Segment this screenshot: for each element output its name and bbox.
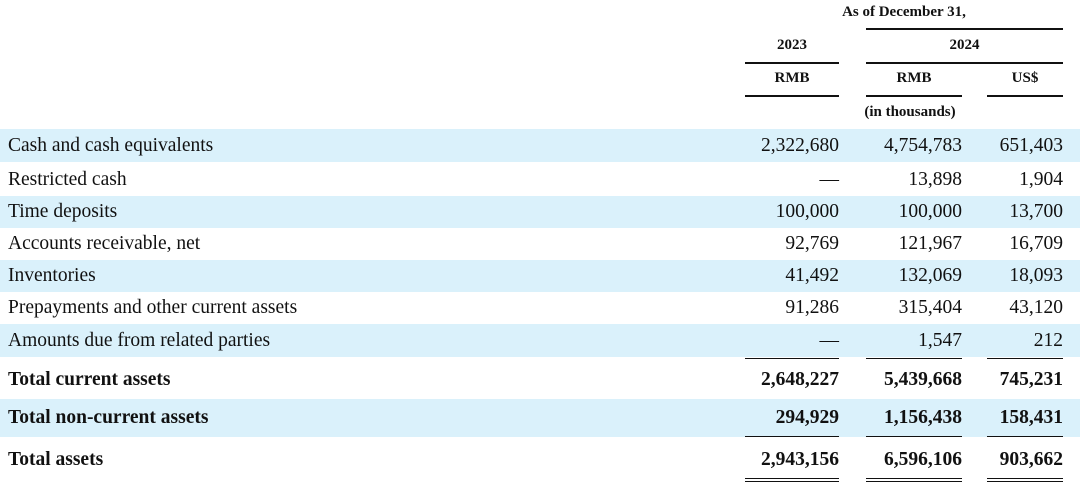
cell-v2023: — bbox=[819, 330, 840, 351]
row-shading bbox=[0, 196, 1080, 228]
cell-v2024-usd: 1,904 bbox=[1019, 169, 1063, 190]
cell-v2024-usd: 651,403 bbox=[999, 135, 1063, 156]
row-label: Prepayments and other current assets bbox=[8, 297, 298, 318]
cell-v2024-usd: 903,662 bbox=[999, 449, 1063, 470]
subtotal-rule bbox=[987, 358, 1063, 359]
cell-v2024-rmb: 132,069 bbox=[898, 265, 962, 286]
cell-v2024-rmb: 13,898 bbox=[908, 169, 962, 190]
cell-v2023: 294,929 bbox=[775, 407, 839, 428]
row-label: Inventories bbox=[8, 265, 96, 286]
year-2024-header: 2024 bbox=[949, 37, 980, 53]
total-double-rule bbox=[987, 478, 1063, 482]
cell-v2023: — bbox=[819, 169, 840, 190]
row-label: Time deposits bbox=[8, 201, 118, 222]
currency-rule-2024-rmb bbox=[866, 95, 962, 97]
table-row: Inventories 41,492 132,069 18,093 bbox=[0, 260, 1080, 292]
currency-2024-rmb-header: RMB bbox=[896, 70, 932, 86]
cell-v2024-usd: 212 bbox=[1033, 330, 1063, 351]
row-shading bbox=[0, 260, 1080, 292]
row-label: Amounts due from related parties bbox=[8, 330, 271, 351]
row-shading bbox=[0, 129, 1080, 162]
cell-v2024-usd: 158,431 bbox=[999, 407, 1063, 428]
currency-rule-2023 bbox=[745, 95, 839, 97]
table-row: Total assets 2,943,156 6,596,106 903,662 bbox=[0, 440, 1080, 480]
currency-2024-usd-header: US$ bbox=[1011, 70, 1039, 86]
row-label: Total current assets bbox=[8, 369, 171, 390]
year-rule-2024 bbox=[866, 62, 1063, 64]
table-row: Cash and cash equivalents 2,322,680 4,754,… bbox=[0, 129, 1080, 162]
cell-v2024-rmb: 1,547 bbox=[918, 330, 962, 351]
subtotal-rule bbox=[866, 358, 962, 359]
table-row: Accounts receivable, net 92,769 121,967 16,… bbox=[0, 228, 1080, 260]
subtotal-rule bbox=[745, 436, 839, 437]
subtotal-rule bbox=[987, 436, 1063, 437]
units-note: (in thousands) bbox=[864, 104, 956, 120]
row-label: Restricted cash bbox=[8, 169, 127, 190]
cell-v2023: 92,769 bbox=[785, 233, 839, 254]
cell-v2024-usd: 43,120 bbox=[1009, 297, 1063, 318]
cell-v2023: 2,943,156 bbox=[761, 449, 839, 470]
table-row: Total non-current assets 294,929 1,156,438… bbox=[0, 399, 1080, 437]
period-rule bbox=[866, 28, 1063, 30]
cell-v2024-rmb: 4,754,783 bbox=[884, 135, 962, 156]
cell-v2023: 2,322,680 bbox=[761, 135, 839, 156]
cell-v2023: 2,648,227 bbox=[761, 369, 839, 390]
table-row: Total current assets 2,648,227 5,439,668 74… bbox=[0, 362, 1080, 398]
table-row: Prepayments and other current assets 91,2… bbox=[0, 292, 1080, 324]
cell-v2024-rmb: 1,156,438 bbox=[884, 407, 962, 428]
table-row: Time deposits 100,000 100,000 13,700 bbox=[0, 196, 1080, 228]
table-row: Restricted cash — 13,898 1,904 bbox=[0, 164, 1080, 196]
period-title: As of December 31, bbox=[842, 4, 966, 20]
cell-v2024-rmb: 121,967 bbox=[898, 233, 962, 254]
row-shading bbox=[0, 399, 1080, 437]
subtotal-rule bbox=[866, 436, 962, 437]
cell-v2024-usd: 18,093 bbox=[1009, 265, 1063, 286]
row-shading bbox=[0, 324, 1080, 357]
subtotal-rule bbox=[745, 358, 839, 359]
cell-v2024-usd: 16,709 bbox=[1009, 233, 1063, 254]
row-label: Total non-current assets bbox=[8, 407, 209, 428]
currency-rule-2024-usd bbox=[987, 95, 1063, 97]
cell-v2024-usd: 745,231 bbox=[999, 369, 1063, 390]
total-double-rule bbox=[866, 478, 962, 482]
cell-v2024-rmb: 5,439,668 bbox=[884, 369, 962, 390]
cell-v2023: 100,000 bbox=[775, 201, 839, 222]
year-rule-2023 bbox=[745, 62, 839, 64]
cell-v2024-rmb: 100,000 bbox=[898, 201, 962, 222]
row-label: Cash and cash equivalents bbox=[8, 135, 214, 156]
cell-v2023: 91,286 bbox=[785, 297, 839, 318]
cell-v2024-rmb: 315,404 bbox=[898, 297, 962, 318]
cell-v2024-usd: 13,700 bbox=[1009, 201, 1063, 222]
currency-2023-header: RMB bbox=[774, 70, 810, 86]
year-2023-header: 2023 bbox=[777, 37, 807, 53]
table-row: Amounts due from related parties — 1,547 21… bbox=[0, 324, 1080, 357]
row-label: Total assets bbox=[8, 449, 104, 470]
cell-v2023: 41,492 bbox=[785, 265, 839, 286]
cell-v2024-rmb: 6,596,106 bbox=[884, 449, 962, 470]
total-double-rule bbox=[745, 478, 839, 482]
row-label: Accounts receivable, net bbox=[8, 233, 201, 254]
